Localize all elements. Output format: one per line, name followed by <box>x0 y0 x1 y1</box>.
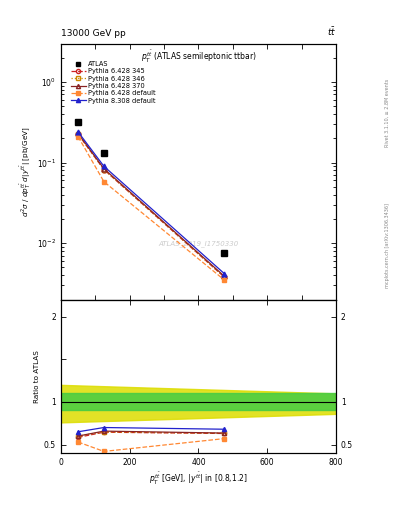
X-axis label: $p_T^{t\bar{t}}$ [GeV], $|y^{t\bar{t}}|$ in [0.8,1.2]: $p_T^{t\bar{t}}$ [GeV], $|y^{t\bar{t}}|$… <box>149 471 248 487</box>
Text: $t\bar{t}$: $t\bar{t}$ <box>327 26 336 38</box>
Text: $p_T^{t\bar{t}}$ (ATLAS semileptonic ttbar): $p_T^{t\bar{t}}$ (ATLAS semileptonic ttb… <box>141 49 256 65</box>
Text: ATLAS_2019_I1750330: ATLAS_2019_I1750330 <box>158 240 239 247</box>
Y-axis label: $d^2\sigma\ /\ dp^{t\bar{t}}_T\,d\,|y^{t\bar{t}}|\ [\mathrm{pb/GeV}]$: $d^2\sigma\ /\ dp^{t\bar{t}}_T\,d\,|y^{t… <box>19 126 33 217</box>
Text: 13000 GeV pp: 13000 GeV pp <box>61 29 126 38</box>
Text: Rivet 3.1.10, ≥ 2.8M events: Rivet 3.1.10, ≥ 2.8M events <box>385 78 390 147</box>
Legend: ATLAS, Pythia 6.428 345, Pythia 6.428 346, Pythia 6.428 370, Pythia 6.428 defaul: ATLAS, Pythia 6.428 345, Pythia 6.428 34… <box>70 60 157 105</box>
Y-axis label: Ratio to ATLAS: Ratio to ATLAS <box>34 350 40 403</box>
Text: mcplots.cern.ch [arXiv:1306.3436]: mcplots.cern.ch [arXiv:1306.3436] <box>385 203 390 288</box>
